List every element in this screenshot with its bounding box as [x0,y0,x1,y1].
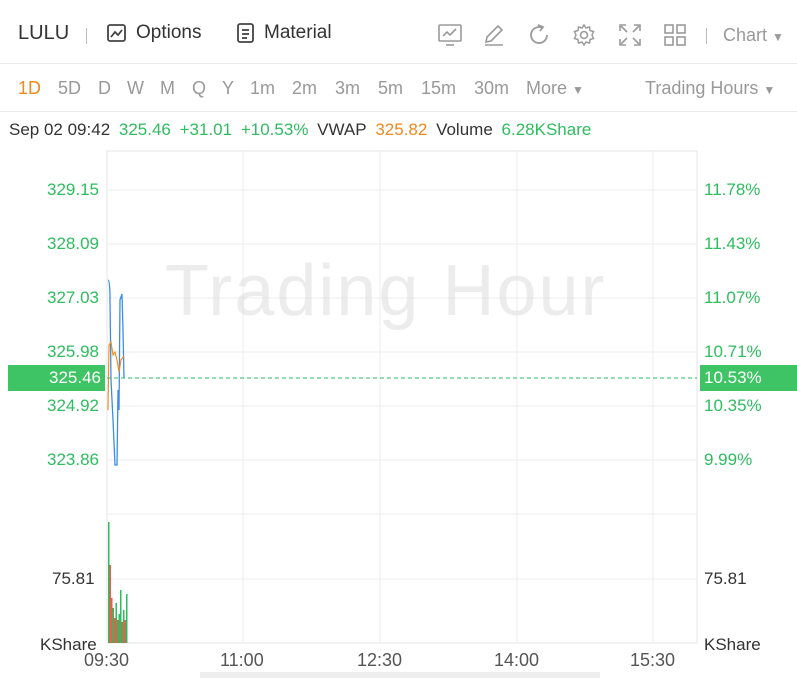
period-1m[interactable]: 1m [250,78,276,98]
current-pct-tag: 10.53% [700,365,797,391]
time-tick: 11:00 [220,650,264,670]
price-line [107,279,125,466]
period-m[interactable]: M [160,78,175,98]
price-tick: 325.98 [47,342,99,361]
period-more-dropdown[interactable]: More ▼ [526,78,584,99]
time-tick: 12:30 [357,650,403,670]
chart-type-label: Chart [723,25,768,45]
options-icon [107,24,126,42]
period-w[interactable]: W [127,78,144,98]
chart-frame [106,150,698,644]
quote-change-pct: +10.53% [240,120,309,139]
options-button[interactable]: Options [106,22,201,44]
vwap-label: VWAP [317,120,367,139]
volume-bars [108,522,128,643]
volume-unit-right: KShare [704,635,761,654]
document-icon [237,23,254,43]
ticker-symbol[interactable]: LULU [18,22,70,44]
more-label: More [526,78,568,98]
caret-down-icon: ▼ [763,83,776,97]
grid-vertical [242,151,654,643]
quote-price: 325.46 [118,120,171,139]
pct-tick: 11.43% [704,234,761,253]
period-1d[interactable]: 1D [18,78,42,98]
refresh-icon[interactable] [526,22,552,48]
time-tick: 09:30 [84,650,130,670]
chart-type-dropdown[interactable]: Chart ▼ [723,25,784,46]
current-price-tag: 325.46 [8,365,105,391]
trading-hours-label: Trading Hours [645,78,759,98]
pct-tick: 9.99% [704,450,753,469]
material-button[interactable]: Material [236,22,332,44]
material-label: Material [264,22,332,43]
caret-down-icon: ▼ [772,30,784,44]
time-tick: 15:30 [630,650,676,670]
price-tick: 329.15 [47,180,99,199]
grid-horizontal [107,189,697,580]
price-tick: 327.03 [47,288,99,307]
vwap-value: 325.82 [375,120,428,139]
pct-tick: 10.35% [704,396,762,415]
divider [706,28,707,44]
horizontal-scrollbar[interactable] [200,672,600,678]
period-5d[interactable]: 5D [58,78,82,98]
period-3m[interactable]: 3m [335,78,361,98]
settings-icon[interactable] [571,22,597,48]
pct-tick: 11.07% [704,288,761,307]
trading-hours-dropdown[interactable]: Trading Hours ▼ [645,78,775,99]
pct-tick: 11.78% [704,180,761,199]
period-30m[interactable]: 30m [474,78,510,98]
period-5m[interactable]: 5m [378,78,404,98]
vwap-line [107,340,125,411]
chart-panel-icon[interactable] [437,22,463,48]
time-tick: 14:00 [494,650,540,670]
price-tick: 323.86 [47,450,99,469]
period-2m[interactable]: 2m [292,78,318,98]
volume-value: 6.28KShare [501,120,592,139]
divider [86,28,87,44]
price-tick: 324.92 [47,396,99,415]
volume-unit-left: KShare [40,635,97,654]
period-15m[interactable]: 15m [421,78,457,98]
quote-info-line: Sep 02 09:42 325.46 +31.01 +10.53% VWAP … [9,120,595,140]
volume-label: Volume [436,120,493,139]
volume-tick-left: 75.81 [52,569,95,588]
quote-change: +31.01 [179,120,233,139]
pct-tick: 10.71% [704,342,762,361]
period-y[interactable]: Y [222,78,235,98]
price-tick: 328.09 [47,234,99,253]
caret-down-icon: ▼ [572,83,584,97]
volume-tick-right: 75.81 [704,569,747,588]
period-d[interactable]: D [98,78,111,98]
period-q[interactable]: Q [192,78,207,98]
layout-grid-icon[interactable] [662,22,688,48]
period-selector: 1D 5D D W M Q Y 1m 2m 3m 5m 15m 30m More… [0,64,797,112]
watermark-text: Trading Hour [165,251,607,331]
quote-datetime: Sep 02 09:42 [9,120,111,139]
options-label: Options [136,22,202,43]
top-toolbar: LULU Options Material [0,0,797,64]
fullscreen-icon[interactable] [617,22,643,48]
draw-icon[interactable] [481,22,507,48]
